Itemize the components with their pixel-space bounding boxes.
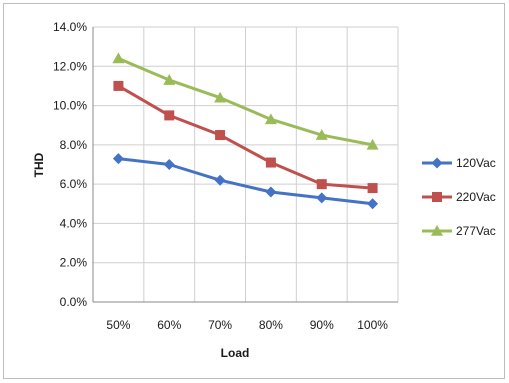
- y-tick-label: 0.0%: [60, 295, 88, 309]
- legend-label: 220Vac: [456, 190, 496, 204]
- y-tick-label: 10.0%: [53, 99, 87, 113]
- data-point-120vac: [316, 192, 327, 203]
- y-tick-label: 8.0%: [60, 138, 88, 152]
- data-point-277vac: [112, 52, 124, 63]
- data-point-220vac: [266, 158, 276, 168]
- data-point-220vac: [113, 81, 123, 91]
- legend-item-120vac: 120Vac: [422, 156, 496, 170]
- data-point-220vac: [215, 130, 225, 140]
- data-point-220vac: [164, 110, 174, 120]
- legend-item-220vac: 220Vac: [422, 190, 496, 204]
- y-tick-label: 4.0%: [60, 216, 88, 230]
- legend-marker: [432, 192, 442, 202]
- legend-label: 120Vac: [456, 156, 496, 170]
- data-point-220vac: [317, 179, 327, 189]
- data-point-120vac: [265, 187, 276, 198]
- data-point-120vac: [113, 153, 124, 164]
- x-tick-label: 70%: [208, 318, 232, 332]
- data-point-120vac: [367, 198, 378, 209]
- x-tick-label: 100%: [357, 318, 388, 332]
- y-axis-ticks: 0.0% 2.0% 4.0% 6.0% 8.0% 10.0% 12.0% 14.0%: [53, 20, 87, 309]
- x-tick-label: 90%: [310, 318, 334, 332]
- legend: 120Vac 220Vac 277Vac: [422, 156, 496, 238]
- legend-item-277vac: 277Vac: [422, 224, 496, 238]
- legend-marker: [432, 158, 443, 169]
- x-tick-label: 80%: [259, 318, 283, 332]
- y-tick-label: 2.0%: [60, 256, 88, 270]
- y-tick-label: 6.0%: [60, 177, 88, 191]
- y-tick-label: 12.0%: [53, 59, 87, 73]
- data-point-120vac: [164, 159, 175, 170]
- x-tick-label: 60%: [157, 318, 181, 332]
- x-axis-title: Load: [221, 346, 250, 360]
- x-axis-ticks: 50% 60% 70% 80% 90% 100%: [106, 318, 388, 332]
- y-axis-title: THD: [32, 152, 46, 177]
- legend-label: 277Vac: [456, 224, 496, 238]
- x-tick-label: 50%: [106, 318, 130, 332]
- data-point-220vac: [368, 183, 378, 193]
- y-tick-label: 14.0%: [53, 20, 87, 34]
